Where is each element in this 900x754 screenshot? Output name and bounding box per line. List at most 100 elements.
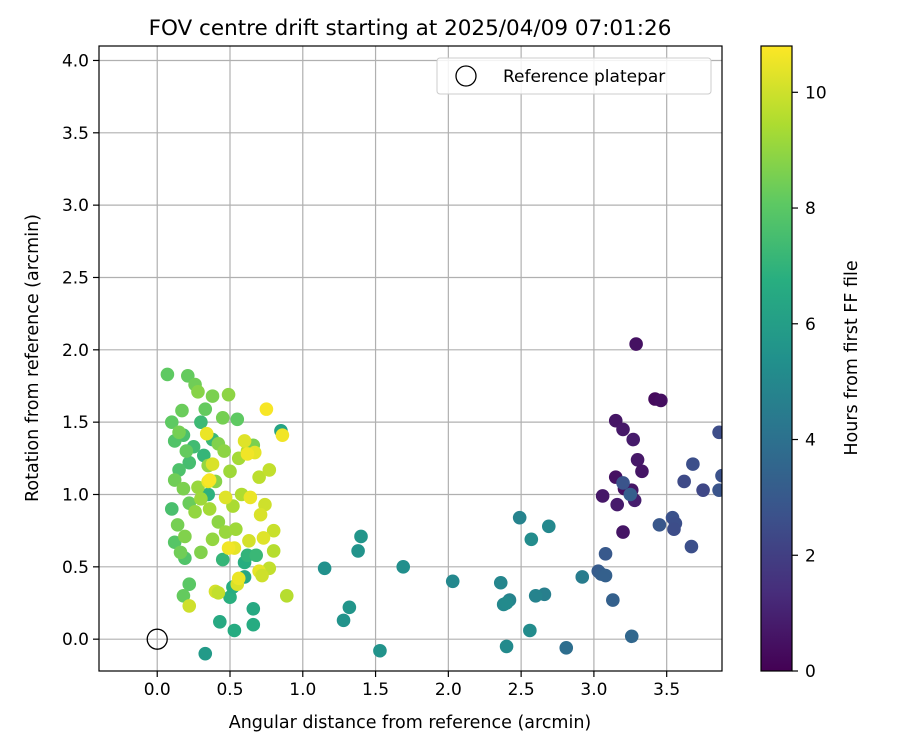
y-tick-label: 3.0 — [62, 196, 89, 216]
data-point — [215, 411, 230, 425]
x-tick-label: 1.0 — [289, 680, 316, 700]
legend-marker-icon — [455, 65, 477, 87]
data-point — [559, 641, 574, 655]
data-point — [667, 522, 681, 537]
x-tick-label: 0.5 — [216, 680, 243, 700]
data-point — [623, 487, 638, 502]
data-point — [652, 518, 667, 532]
data-point — [626, 432, 641, 447]
x-tick-label: 3.5 — [653, 680, 680, 700]
colorbar-tick-label: 2 — [805, 546, 816, 566]
data-point — [616, 525, 630, 539]
data-point — [215, 552, 230, 567]
data-point — [712, 425, 722, 440]
data-point — [654, 393, 668, 408]
data-point — [635, 464, 649, 479]
data-point — [221, 541, 236, 555]
data-point — [176, 481, 191, 496]
data-point — [191, 480, 205, 495]
data-point — [243, 490, 258, 505]
data-point — [523, 623, 537, 638]
data-point — [595, 489, 610, 503]
data-point — [221, 387, 236, 402]
colorbar-tick-label: 8 — [805, 199, 816, 219]
data-point — [541, 519, 556, 534]
data-point — [191, 384, 205, 399]
grid-lines — [99, 46, 722, 671]
data-point — [630, 452, 645, 467]
y-axis-label: Rotation from reference (arcmin) — [23, 214, 43, 502]
data-point — [512, 510, 527, 525]
data-point — [336, 613, 351, 628]
data-point — [246, 601, 261, 616]
data-point — [205, 532, 220, 547]
data-point — [167, 473, 182, 487]
x-axis-label: Angular distance from reference (arcmin) — [229, 713, 592, 733]
data-point — [246, 617, 261, 632]
data-point — [493, 575, 508, 590]
data-points — [160, 337, 722, 661]
data-point — [351, 544, 365, 558]
data-point — [606, 593, 620, 607]
data-point — [211, 586, 226, 600]
data-point — [317, 561, 332, 576]
data-point — [256, 531, 271, 545]
data-point — [194, 492, 208, 506]
legend-entry-reference: Reference platepar — [503, 67, 665, 87]
data-point — [249, 548, 264, 563]
data-point — [205, 457, 220, 471]
data-point — [170, 518, 185, 532]
data-point — [715, 468, 722, 483]
data-point — [167, 535, 182, 550]
data-point — [173, 545, 188, 560]
reference-point — [146, 628, 168, 650]
data-point — [223, 464, 237, 479]
data-point — [396, 560, 411, 574]
data-point — [227, 623, 242, 638]
data-point — [213, 615, 227, 629]
y-tick-label: 0.0 — [62, 630, 89, 650]
data-point — [712, 483, 722, 497]
data-point — [262, 463, 277, 477]
data-point — [528, 588, 543, 603]
data-point — [230, 412, 245, 427]
data-point — [205, 389, 220, 403]
colorbar-ticks: 0 2 4 6 8 10 — [792, 83, 827, 682]
data-point — [198, 402, 213, 416]
data-point — [179, 444, 194, 458]
data-point — [616, 476, 630, 490]
data-point — [266, 523, 281, 538]
data-point — [686, 457, 700, 471]
reference-marker — [146, 628, 168, 650]
data-point — [237, 434, 252, 448]
data-point — [211, 515, 226, 529]
data-point — [160, 367, 175, 382]
data-point — [242, 533, 256, 548]
data-point — [616, 422, 630, 437]
y-tick-label: 3.5 — [62, 124, 89, 144]
data-point — [164, 415, 179, 429]
data-point — [252, 470, 266, 484]
data-point — [255, 568, 269, 583]
y-axis-ticks: 0.0 0.5 1.0 1.5 2.0 2.5 3.0 3.5 4.0 — [62, 51, 99, 650]
data-point — [598, 547, 613, 561]
data-point — [194, 415, 208, 429]
data-point — [218, 490, 233, 505]
data-point — [218, 525, 233, 539]
data-point — [240, 447, 255, 461]
data-point — [176, 588, 191, 603]
legend-box — [436, 57, 712, 95]
data-point — [202, 502, 217, 516]
data-point — [198, 646, 213, 661]
data-point — [677, 474, 691, 489]
data-point — [182, 599, 197, 613]
data-point — [499, 639, 514, 654]
colorbar: 0 2 4 6 8 10 Hours from first FF file — [760, 45, 862, 682]
data-point — [598, 568, 613, 583]
data-point — [175, 403, 189, 418]
data-point — [266, 544, 281, 558]
y-tick-label: 1.0 — [62, 485, 89, 505]
data-point — [259, 402, 274, 416]
